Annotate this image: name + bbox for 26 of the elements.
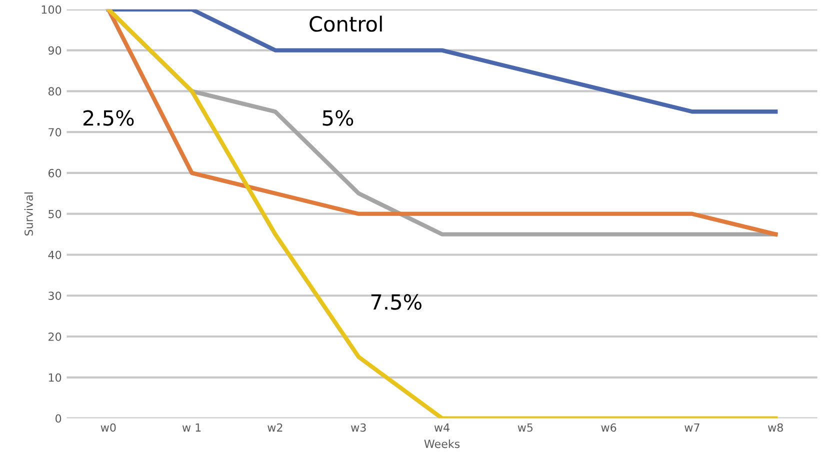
x-tick-label: w7 <box>684 424 700 432</box>
y-tick-label: 20 <box>48 332 62 341</box>
series-label: 2.5% <box>83 110 134 126</box>
y-tick-label: 90 <box>48 46 62 55</box>
y-tick-label: 30 <box>48 292 62 300</box>
x-tick-label: w3 <box>351 423 366 432</box>
y-tick-label: 0 <box>56 414 62 423</box>
x-tick-label: w6 <box>601 423 616 432</box>
x-tick-label: w8 <box>768 423 783 432</box>
y-tick-label: 70 <box>48 128 62 136</box>
x-tick-label: w4 <box>434 424 450 432</box>
series-label: Control <box>310 16 382 32</box>
y-axis-title: Survival <box>24 192 33 236</box>
y-tick-label: 80 <box>48 87 62 96</box>
y-tick-label: 10 <box>48 373 62 382</box>
x-tick-label: w2 <box>268 423 282 432</box>
series-label: 7.5% <box>371 294 422 310</box>
x-tick-label: w5 <box>518 424 533 432</box>
x-axis-title: Weeks <box>424 439 460 448</box>
y-tick-label: 100 <box>42 5 62 14</box>
y-tick-label: 60 <box>48 168 62 178</box>
x-tick-label: w 1 <box>182 424 201 432</box>
y-tick-label: 50 <box>48 210 62 218</box>
y-tick-label: 40 <box>48 250 62 260</box>
x-tick-label: w0 <box>100 423 116 432</box>
series-label: 5% <box>322 110 354 126</box>
